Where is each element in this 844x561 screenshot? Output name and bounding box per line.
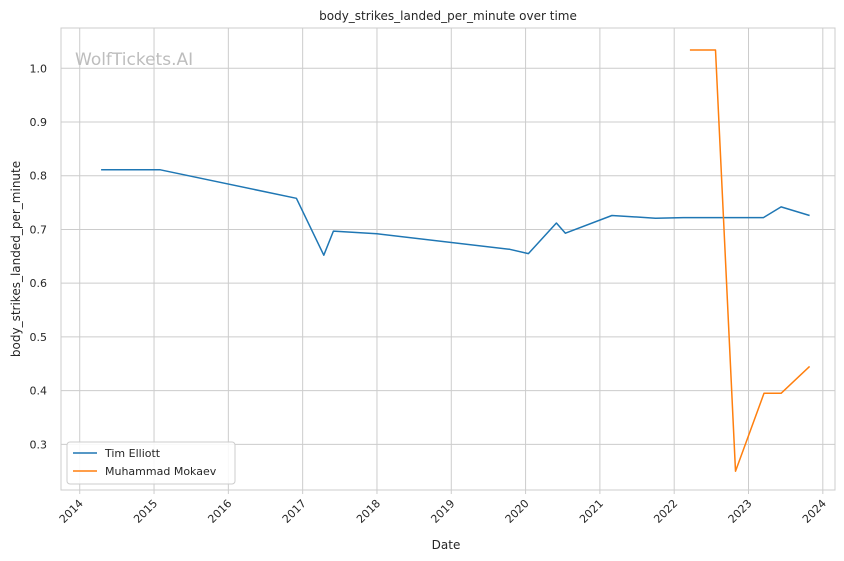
x-tick-label-2014: 2014	[57, 497, 86, 526]
y-tick-label-1.0: 1.0	[30, 62, 48, 75]
plot-frame	[60, 27, 836, 491]
y-tick-labels: 0.3 0.4 0.5 0.6 0.7 0.8 0.9 1.0	[30, 62, 48, 451]
x-tick-label-2020: 2020	[503, 497, 532, 526]
y-tick-label-0.9: 0.9	[30, 116, 48, 129]
x-tick-label-2023: 2023	[726, 497, 755, 526]
x-tick-label-2016: 2016	[205, 497, 234, 526]
x-tick-label-2017: 2017	[280, 497, 309, 526]
x-tick-label-2019: 2019	[428, 497, 457, 526]
legend-label-tim-elliott: Tim Elliott	[104, 447, 161, 460]
x-tick-label-2022: 2022	[651, 497, 680, 526]
series-layer	[101, 49, 811, 472]
x-tick-labels: 2014 2015 2016 2017 2018 2019 2020 2021 2022 2023…	[57, 497, 829, 526]
legend: Tim Elliott Muhammad Mokaev	[66, 441, 236, 485]
plot-background	[61, 28, 835, 490]
x-tick-label-2018: 2018	[354, 497, 383, 526]
chart-title: body_strikes_landed_per_minute over time	[319, 9, 577, 23]
y-axis-label: body_strikes_landed_per_minute	[9, 161, 23, 357]
y-tick-label-0.8: 0.8	[30, 170, 48, 183]
y-tick-label-0.7: 0.7	[30, 223, 48, 236]
x-tick-label-2015: 2015	[131, 497, 160, 526]
y-tick-label-0.5: 0.5	[30, 331, 48, 344]
x-axis-label: Date	[432, 538, 461, 552]
x-tick-label-2024: 2024	[800, 497, 829, 526]
y-tick-label-0.4: 0.4	[30, 385, 48, 398]
x-tick-label-2021: 2021	[577, 497, 606, 526]
grid	[61, 28, 835, 494]
watermark: WolfTickets.AI	[75, 50, 193, 70]
legend-box	[66, 441, 236, 485]
y-tick-label-0.6: 0.6	[30, 277, 48, 290]
series-line-muhammad-mokaev	[689, 49, 811, 472]
y-tick-label-0.3: 0.3	[30, 438, 48, 451]
legend-label-muhammad-mokaev: Muhammad Mokaev	[105, 465, 217, 478]
